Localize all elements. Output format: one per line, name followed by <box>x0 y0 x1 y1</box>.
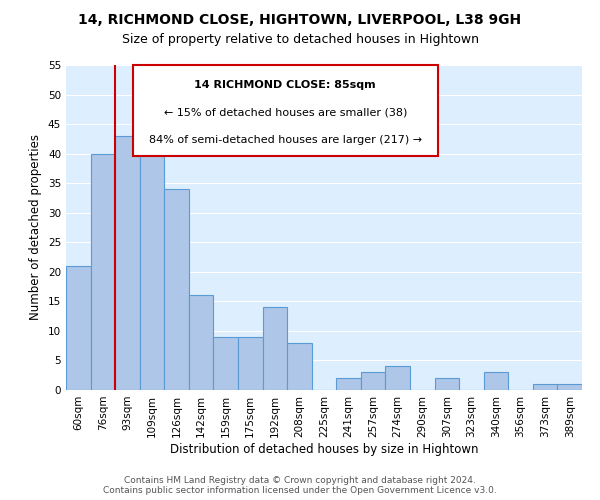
Bar <box>214 337 238 390</box>
Text: 14 RICHMOND CLOSE: 85sqm: 14 RICHMOND CLOSE: 85sqm <box>194 80 376 90</box>
Bar <box>484 372 508 390</box>
Bar <box>91 154 115 390</box>
Bar <box>434 378 459 390</box>
X-axis label: Distribution of detached houses by size in Hightown: Distribution of detached houses by size … <box>170 442 478 456</box>
Bar <box>140 118 164 390</box>
Text: ← 15% of detached houses are smaller (38): ← 15% of detached houses are smaller (38… <box>164 108 407 118</box>
FancyBboxPatch shape <box>133 65 437 156</box>
Bar <box>263 308 287 390</box>
Bar <box>361 372 385 390</box>
Y-axis label: Number of detached properties: Number of detached properties <box>29 134 43 320</box>
Bar <box>557 384 582 390</box>
Bar <box>189 296 214 390</box>
Text: 14, RICHMOND CLOSE, HIGHTOWN, LIVERPOOL, L38 9GH: 14, RICHMOND CLOSE, HIGHTOWN, LIVERPOOL,… <box>79 12 521 26</box>
Bar <box>115 136 140 390</box>
Text: 84% of semi-detached houses are larger (217) →: 84% of semi-detached houses are larger (… <box>149 134 422 144</box>
Bar <box>287 342 312 390</box>
Bar <box>336 378 361 390</box>
Bar <box>164 189 189 390</box>
Bar <box>385 366 410 390</box>
Text: Contains HM Land Registry data © Crown copyright and database right 2024.
Contai: Contains HM Land Registry data © Crown c… <box>103 476 497 495</box>
Bar <box>533 384 557 390</box>
Text: Size of property relative to detached houses in Hightown: Size of property relative to detached ho… <box>121 32 479 46</box>
Bar <box>238 337 263 390</box>
Bar <box>66 266 91 390</box>
